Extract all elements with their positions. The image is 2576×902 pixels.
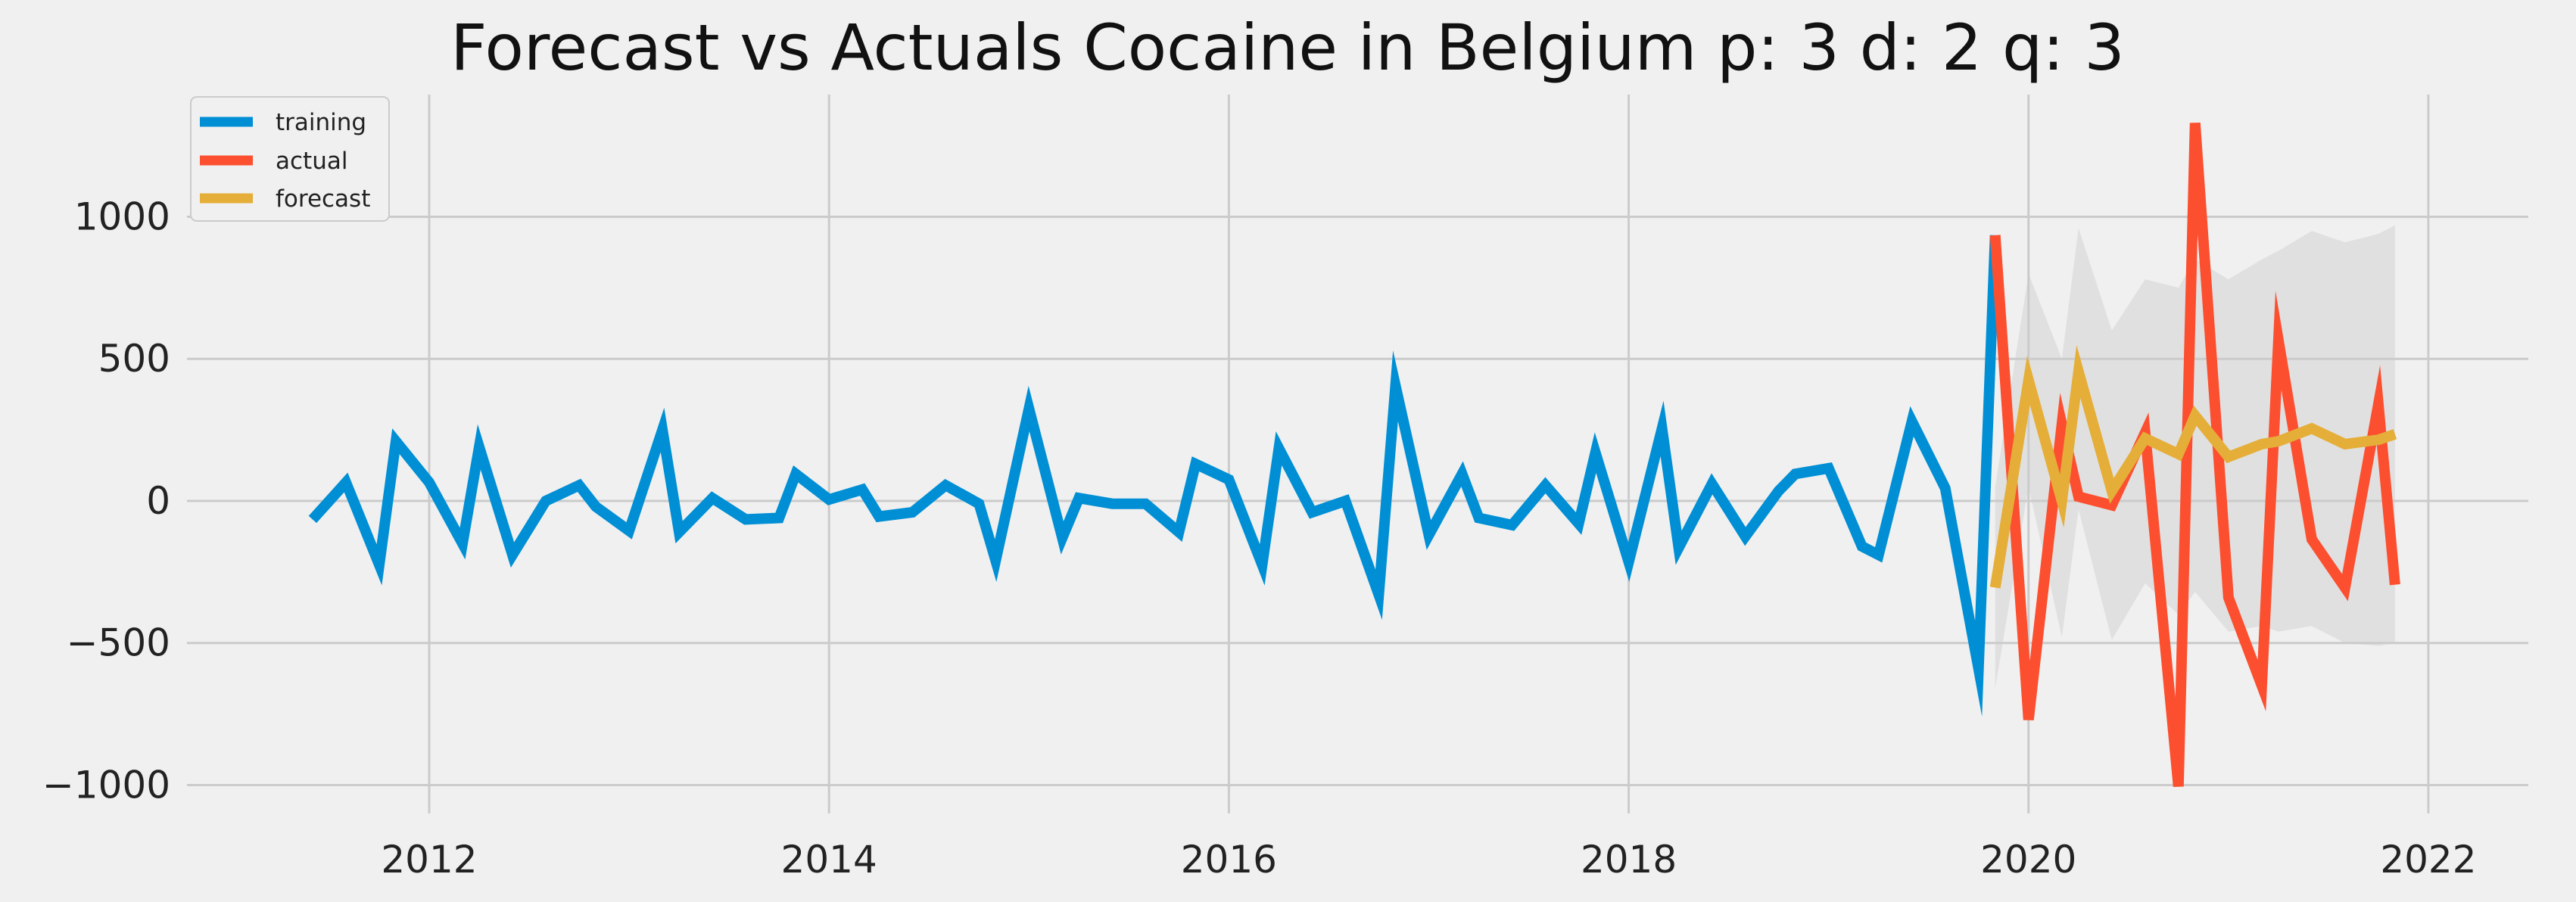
grid-layer (187, 95, 2528, 813)
x-tick-label: 2022 (2380, 838, 2476, 882)
tick-label-layer: −1000 −500 0 500 1000 2012 2014 2016 2018 2020 202… (42, 194, 2477, 882)
y-tick-label: 500 (98, 337, 170, 381)
legend-label-actual: actual (276, 148, 347, 175)
legend-entry-training: training (200, 109, 366, 136)
confidence-band-layer (1995, 225, 2395, 689)
x-tick-label: 2018 (1581, 838, 1677, 882)
legend-label-training: training (276, 109, 366, 136)
legend-label-forecast: forecast (276, 185, 370, 213)
x-tick-label: 2016 (1181, 838, 1277, 882)
confidence-band (1995, 225, 2395, 689)
legend-box (190, 96, 390, 222)
legend-entry-forecast: forecast (200, 185, 370, 213)
y-tick-label: −1000 (42, 763, 170, 807)
x-tick-label: 2014 (781, 838, 877, 882)
legend: training actual forecast (190, 96, 390, 222)
legend-entry-actual: actual (200, 148, 347, 175)
y-tick-label: −500 (67, 621, 170, 665)
y-tick-label: 0 (146, 479, 170, 523)
x-tick-label: 2012 (381, 838, 477, 882)
series-layer (308, 123, 2400, 787)
chart-title: Forecast vs Actuals Cocaine in Belgium p… (450, 11, 2125, 85)
y-tick-label: 1000 (74, 194, 170, 238)
series-line-training (308, 235, 2001, 717)
x-tick-label: 2020 (1980, 838, 2076, 882)
